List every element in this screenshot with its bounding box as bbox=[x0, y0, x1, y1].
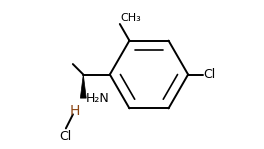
Text: CH₃: CH₃ bbox=[121, 13, 141, 23]
Text: H: H bbox=[70, 104, 80, 118]
Polygon shape bbox=[80, 74, 86, 98]
Text: H₂N: H₂N bbox=[86, 92, 109, 105]
Text: Cl: Cl bbox=[204, 68, 216, 81]
Text: Cl: Cl bbox=[59, 130, 71, 143]
